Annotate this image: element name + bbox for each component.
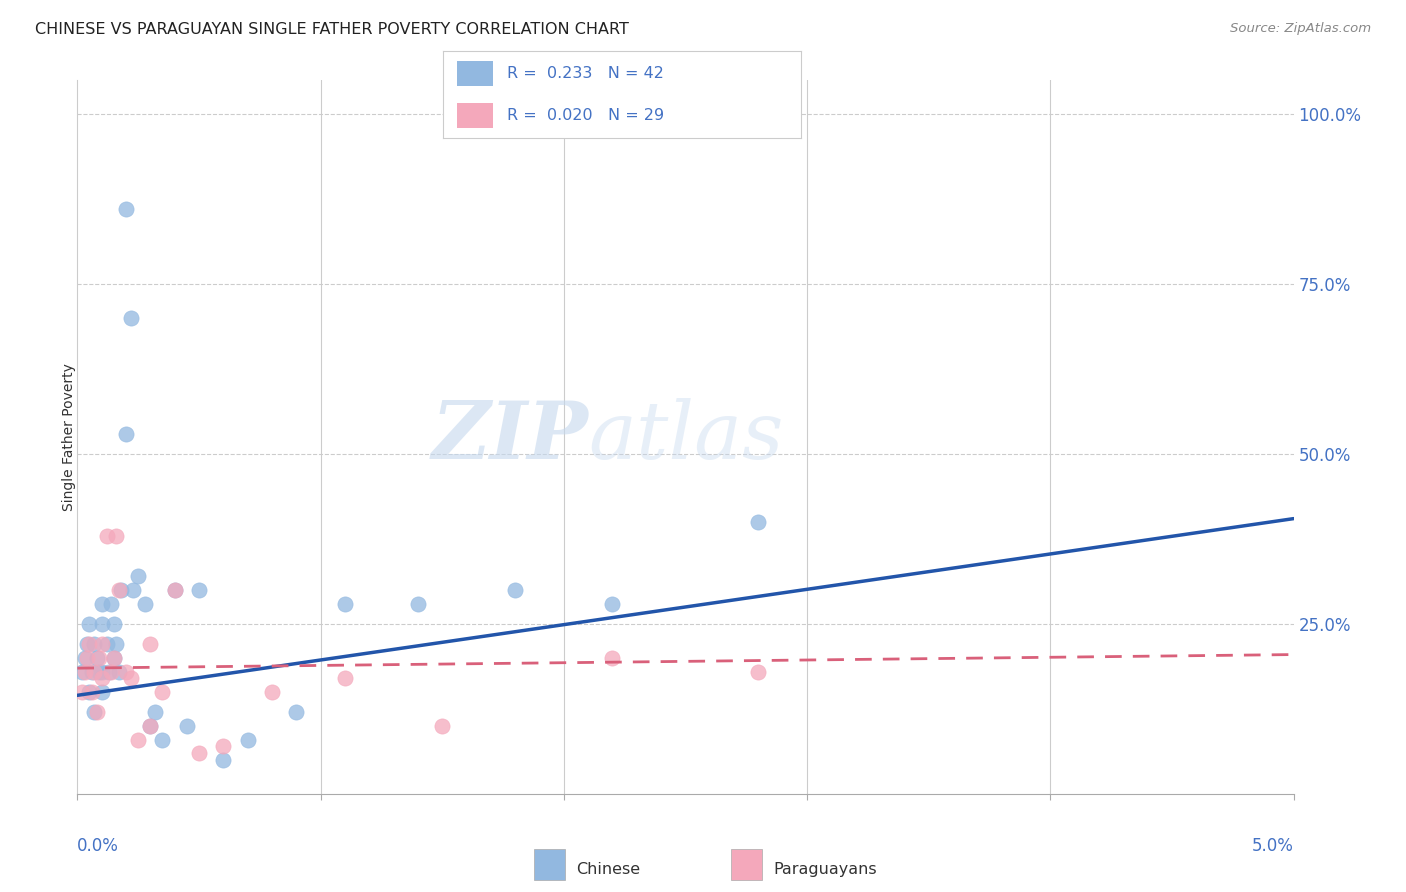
- Text: Source: ZipAtlas.com: Source: ZipAtlas.com: [1230, 22, 1371, 36]
- Point: [139, 719, 162, 733]
- Point: [76, 651, 98, 665]
- Bar: [457, 103, 494, 128]
- Bar: [457, 62, 494, 86]
- Point: [105, 528, 128, 542]
- Point: [90, 637, 112, 651]
- Point: [90, 665, 112, 679]
- Point: [90, 617, 112, 632]
- Point: [79, 637, 101, 651]
- Point: [212, 753, 235, 767]
- Point: [139, 719, 162, 733]
- Text: atlas: atlas: [588, 399, 783, 475]
- Text: Paraguayans: Paraguayans: [773, 863, 877, 877]
- Point: [134, 597, 156, 611]
- Point: [747, 515, 769, 529]
- Point: [73, 665, 96, 679]
- Point: [110, 582, 132, 597]
- Point: [212, 739, 235, 754]
- Point: [406, 597, 429, 611]
- Point: [115, 426, 138, 441]
- Text: Chinese: Chinese: [576, 863, 641, 877]
- Point: [432, 719, 454, 733]
- Point: [333, 597, 356, 611]
- Text: 0.0%: 0.0%: [77, 837, 120, 855]
- Point: [143, 706, 166, 720]
- Text: R =  0.233   N = 42: R = 0.233 N = 42: [508, 66, 664, 80]
- Point: [83, 665, 105, 679]
- Point: [747, 665, 769, 679]
- Point: [86, 651, 108, 665]
- Point: [503, 582, 526, 597]
- Point: [602, 651, 624, 665]
- Point: [120, 311, 142, 326]
- Point: [122, 582, 145, 597]
- Point: [89, 665, 111, 679]
- Point: [127, 569, 149, 583]
- Point: [127, 732, 149, 747]
- Point: [163, 582, 186, 597]
- Point: [285, 706, 308, 720]
- Point: [70, 665, 93, 679]
- Point: [80, 665, 103, 679]
- Point: [79, 685, 101, 699]
- Point: [80, 685, 103, 699]
- Point: [152, 732, 174, 747]
- Point: [152, 685, 174, 699]
- Point: [100, 665, 122, 679]
- Point: [176, 719, 198, 733]
- Point: [105, 637, 128, 651]
- Text: CHINESE VS PARAGUAYAN SINGLE FATHER POVERTY CORRELATION CHART: CHINESE VS PARAGUAYAN SINGLE FATHER POVE…: [35, 22, 628, 37]
- Point: [188, 746, 211, 760]
- Point: [97, 665, 120, 679]
- Point: [107, 582, 129, 597]
- Point: [139, 637, 162, 651]
- Text: ZIP: ZIP: [432, 399, 588, 475]
- Point: [115, 202, 138, 217]
- Point: [120, 671, 142, 685]
- Point: [103, 651, 125, 665]
- Point: [73, 651, 96, 665]
- Point: [333, 671, 356, 685]
- Point: [83, 706, 105, 720]
- Point: [90, 597, 112, 611]
- Point: [103, 651, 125, 665]
- Point: [107, 665, 129, 679]
- Point: [86, 706, 108, 720]
- Point: [163, 582, 186, 597]
- Point: [236, 732, 259, 747]
- Point: [89, 651, 111, 665]
- Point: [96, 528, 118, 542]
- Point: [70, 685, 93, 699]
- Y-axis label: Single Father Poverty: Single Father Poverty: [62, 363, 76, 511]
- Text: 5.0%: 5.0%: [1251, 837, 1294, 855]
- Point: [79, 617, 101, 632]
- Point: [602, 597, 624, 611]
- Text: R =  0.020   N = 29: R = 0.020 N = 29: [508, 108, 665, 122]
- Point: [76, 637, 98, 651]
- Point: [260, 685, 283, 699]
- Point: [83, 637, 105, 651]
- Point: [115, 665, 138, 679]
- Point: [90, 685, 112, 699]
- Point: [103, 617, 125, 632]
- Point: [90, 671, 112, 685]
- Point: [100, 597, 122, 611]
- Point: [96, 637, 118, 651]
- Point: [188, 582, 211, 597]
